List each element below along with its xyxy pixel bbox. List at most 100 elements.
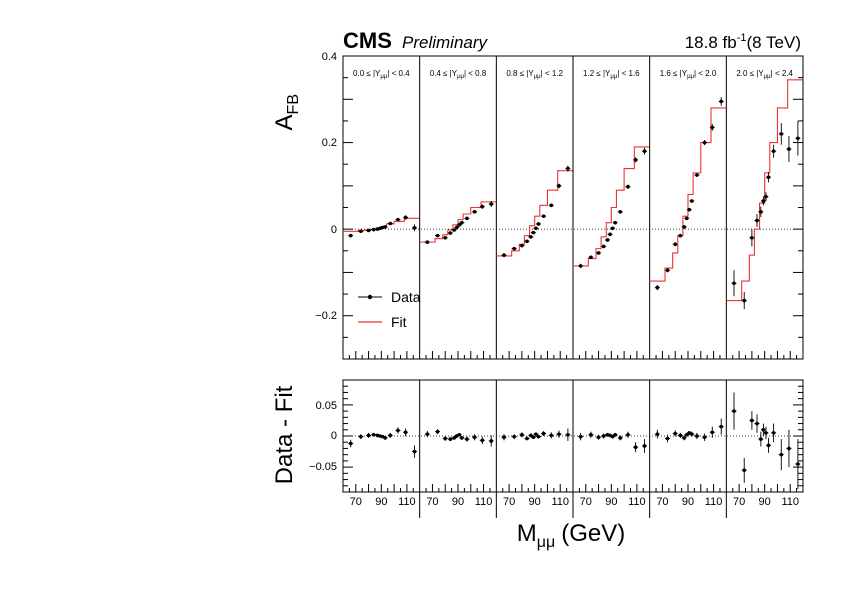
data-point bbox=[605, 238, 610, 242]
x-tick-label: 70 bbox=[656, 496, 668, 508]
residual-point bbox=[589, 432, 593, 437]
data-point bbox=[529, 235, 533, 239]
data-point bbox=[642, 149, 647, 154]
data-point bbox=[383, 225, 387, 229]
data-point bbox=[759, 210, 763, 214]
data-point bbox=[388, 221, 393, 226]
data-point bbox=[601, 244, 606, 249]
main-y-tick-label: −0.2 bbox=[315, 310, 337, 322]
data-point bbox=[460, 220, 464, 225]
residual-point bbox=[435, 429, 440, 434]
data-point bbox=[371, 227, 376, 232]
data-point bbox=[589, 255, 593, 260]
residual-point bbox=[536, 434, 541, 439]
plot-layer: 0.0 ≤ |Yμμ| < 0.4 70 90 110 0.4 ≤ |Yμμ| < 0.… bbox=[342, 55, 804, 518]
legend-data-marker bbox=[367, 294, 373, 300]
residual-point bbox=[779, 452, 784, 457]
x-axis-title: Mμμ (GeV) bbox=[517, 520, 625, 551]
residual-point bbox=[673, 431, 678, 436]
residual-point bbox=[366, 433, 371, 438]
legend-fit-label: Fit bbox=[391, 314, 407, 330]
residual-point bbox=[732, 409, 736, 413]
ratio-y-axis-title: Data - Fit bbox=[271, 385, 298, 484]
x-tick-label: 70 bbox=[580, 496, 592, 508]
residual-point bbox=[610, 434, 615, 439]
x-tick-label: 110 bbox=[551, 496, 569, 508]
data-point bbox=[796, 136, 800, 141]
data-point bbox=[396, 217, 400, 222]
x-tick-label: 90 bbox=[529, 496, 541, 508]
x-tick-label: 110 bbox=[781, 496, 799, 508]
data-point bbox=[766, 175, 771, 179]
residual-point bbox=[396, 428, 400, 433]
x-tick-label: 90 bbox=[759, 496, 771, 508]
fit-curve bbox=[419, 201, 497, 243]
data-point bbox=[472, 210, 477, 214]
x-axis-title-unit: (GeV) bbox=[561, 520, 625, 547]
residual-point bbox=[457, 432, 462, 437]
x-tick-label: 90 bbox=[375, 496, 387, 508]
data-point bbox=[787, 147, 791, 151]
residual-point bbox=[626, 432, 630, 437]
data-point bbox=[348, 233, 353, 238]
x-tick-label: 70 bbox=[733, 496, 745, 508]
residual-point bbox=[480, 438, 485, 443]
data-point bbox=[480, 204, 485, 209]
residual-point bbox=[520, 432, 524, 437]
residual-point bbox=[578, 434, 583, 439]
data-point bbox=[359, 229, 363, 234]
fit-curve bbox=[649, 107, 727, 282]
main-y-tick-label: 0 bbox=[331, 224, 337, 236]
fit-curve bbox=[496, 170, 573, 257]
data-point bbox=[465, 216, 469, 221]
data-point bbox=[443, 236, 448, 240]
data-point bbox=[520, 243, 524, 248]
x-tick-label: 90 bbox=[452, 496, 464, 508]
rapidity-bin-label: 1.6 ≤ |Yμμ| < 2.0 bbox=[660, 69, 717, 80]
residual-point bbox=[764, 431, 768, 435]
residual-point bbox=[684, 432, 689, 437]
energy-label: (8 TeV) bbox=[747, 33, 802, 52]
residual-point bbox=[534, 432, 538, 436]
rapidity-bin-label: 0.0 ≤ |Yμμ| < 0.4 bbox=[353, 69, 410, 80]
data-point bbox=[618, 210, 623, 214]
data-point bbox=[566, 166, 570, 171]
data-point bbox=[750, 236, 754, 240]
data-point bbox=[684, 216, 689, 221]
residual-point bbox=[388, 433, 393, 438]
legend: Data Fit bbox=[358, 289, 421, 330]
residual-point bbox=[695, 434, 699, 438]
lumi-label: 18.8 fb-1(8 TeV) bbox=[685, 32, 801, 52]
ratio-y-tick-label: 0 bbox=[331, 430, 337, 442]
data-point bbox=[525, 239, 529, 244]
lumi-exponent: -1 bbox=[737, 32, 747, 44]
x-tick-label: 70 bbox=[350, 496, 362, 508]
data-point bbox=[512, 246, 517, 251]
residual-point bbox=[531, 435, 536, 440]
data-point bbox=[702, 140, 707, 145]
main-y-tick-label: 0.4 bbox=[322, 51, 337, 63]
residual-point bbox=[596, 435, 601, 440]
residual-point bbox=[465, 437, 469, 441]
x-axis-title-main: M bbox=[517, 520, 537, 547]
data-point bbox=[502, 253, 506, 257]
fit-curve bbox=[726, 79, 803, 302]
data-point bbox=[403, 215, 408, 220]
residual-point bbox=[750, 418, 754, 423]
data-point bbox=[779, 132, 784, 136]
residual-point bbox=[601, 434, 606, 438]
rapidity-bin-label: 2.0 ≤ |Yμμ| < 2.4 bbox=[736, 69, 793, 80]
x-tick-label: 90 bbox=[605, 496, 617, 508]
x-tick-label: 70 bbox=[426, 496, 438, 508]
data-point bbox=[690, 199, 694, 203]
residual-point bbox=[502, 435, 506, 440]
data-point bbox=[557, 184, 561, 188]
residual-point bbox=[742, 468, 747, 473]
residual-point bbox=[678, 433, 683, 438]
data-point bbox=[732, 281, 736, 286]
main-y-axis-title: AFB bbox=[271, 94, 302, 130]
residual-point bbox=[710, 430, 715, 435]
residual-point bbox=[766, 443, 771, 448]
data-point bbox=[608, 232, 612, 237]
